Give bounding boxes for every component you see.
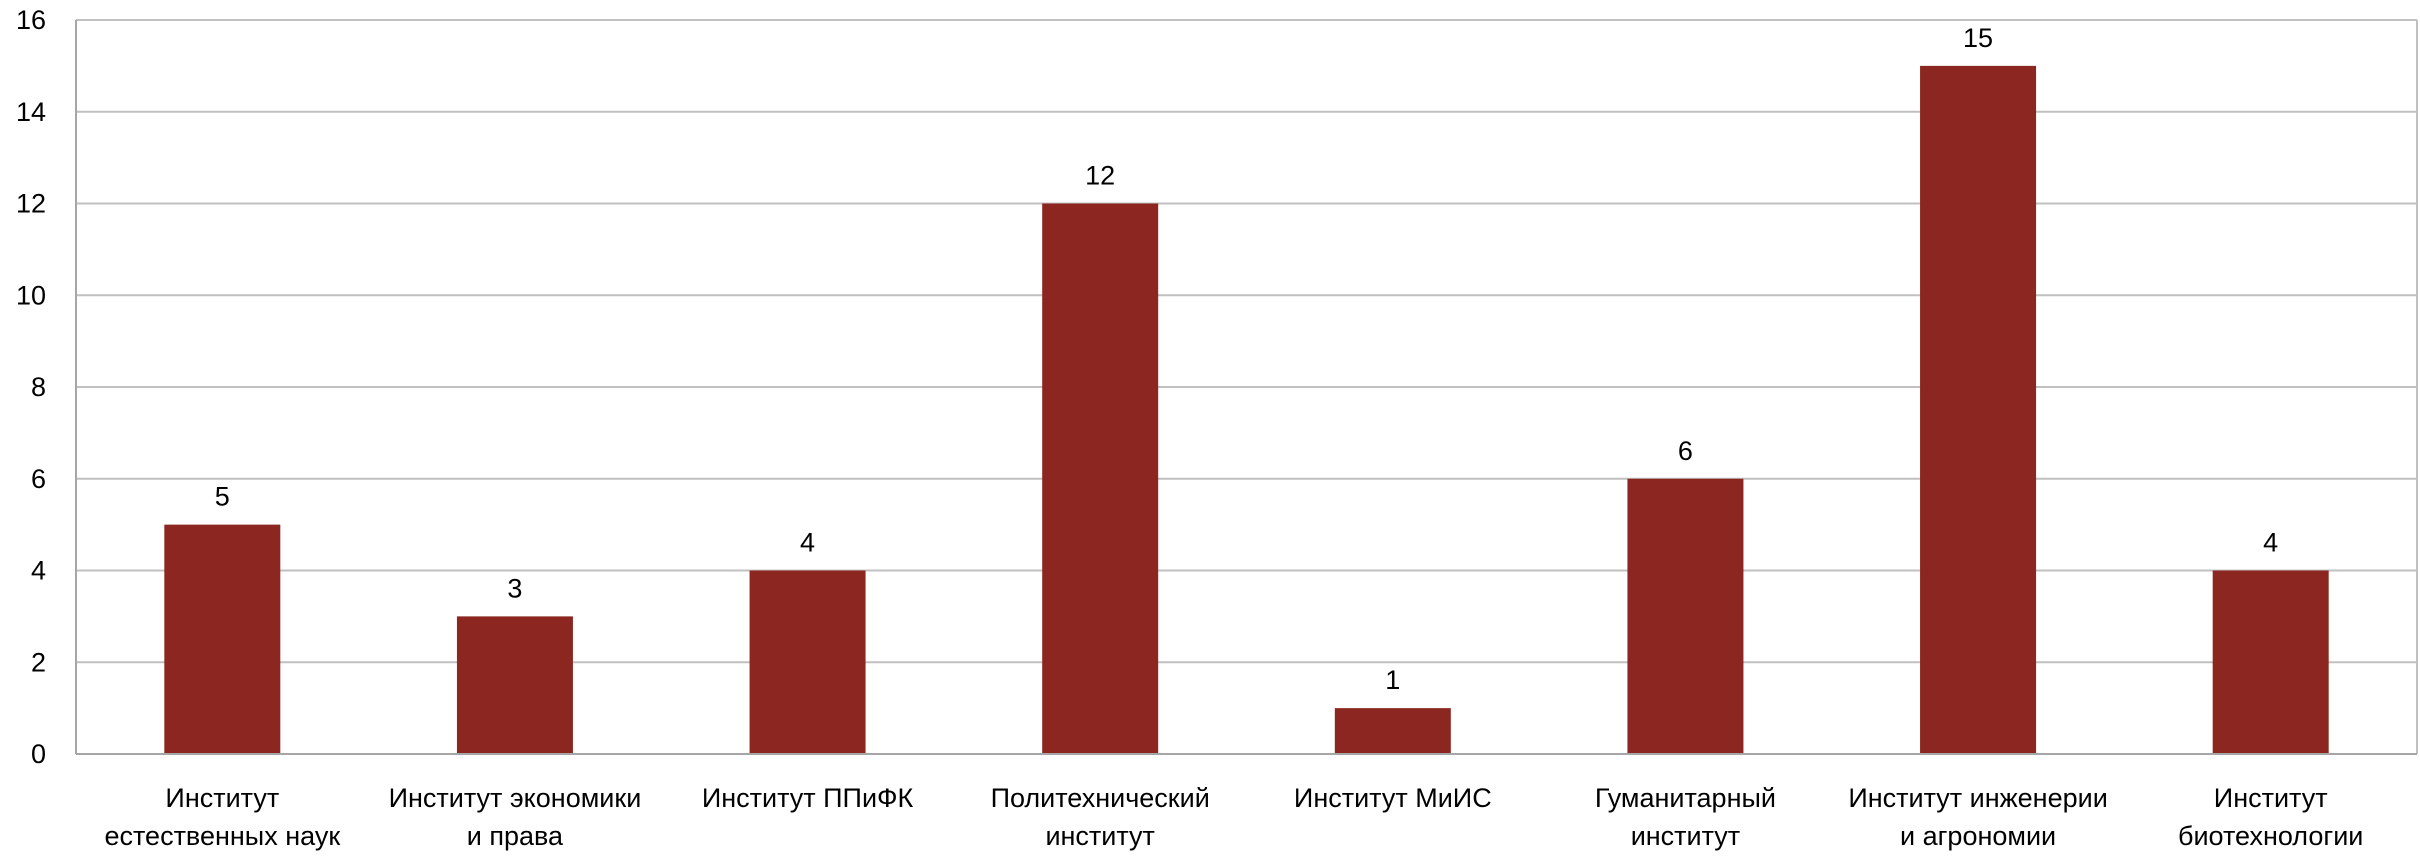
category-label-line: Институт инженерии	[1848, 783, 2107, 813]
category-label-line: Институт ППиФК	[702, 783, 914, 813]
category-label-line: и права	[467, 821, 564, 851]
data-label-1: 5	[215, 482, 230, 512]
category-label-line: институт	[1045, 821, 1154, 851]
y-tick-labels: 0 2 4 6 8 10 12 14 16	[16, 5, 46, 769]
data-labels: 5 3 4 12 1 6 15 4	[215, 23, 2278, 695]
y-tick-label: 16	[16, 5, 46, 35]
y-tick-label: 12	[16, 189, 46, 219]
category-label-6: Гуманитарный институт	[1595, 783, 1776, 851]
bar-1	[164, 524, 281, 754]
data-label-3: 4	[800, 528, 815, 558]
category-labels: Институт естественных наук Институт эконом…	[104, 783, 2363, 851]
category-label-line: Гуманитарный	[1595, 783, 1776, 813]
y-tick-label: 14	[16, 97, 46, 127]
data-label-4: 12	[1085, 161, 1115, 191]
category-label-4: Политехнический институт	[991, 783, 1210, 851]
category-label-line: и агрономии	[1900, 821, 2056, 851]
data-label-6: 6	[1678, 436, 1693, 466]
category-label-line: Институт	[165, 783, 279, 813]
grid-lines	[76, 19, 2417, 664]
category-label-line: Институт экономики	[389, 783, 642, 813]
data-label-2: 3	[507, 573, 522, 603]
category-label-2: Институт экономики и права	[389, 783, 642, 851]
bars	[164, 65, 2329, 754]
y-tick-label: 10	[16, 280, 46, 310]
category-label-5: Институт МиИС	[1294, 783, 1492, 813]
category-label-3: Институт ППиФК	[702, 783, 914, 813]
data-label-8: 4	[2263, 528, 2278, 558]
y-tick-label: 8	[31, 372, 46, 402]
bar-6	[1627, 478, 1744, 754]
category-label-8: Институт биотехнологии	[2178, 783, 2363, 851]
axes	[75, 20, 2418, 755]
bar-3	[749, 570, 866, 754]
category-label-line: биотехнологии	[2178, 821, 2363, 851]
category-label-line: Институт МиИС	[1294, 783, 1492, 813]
bar-7	[1920, 65, 2037, 754]
category-label-line: Политехнический	[991, 783, 1210, 813]
data-label-7: 15	[1963, 23, 1993, 53]
category-label-line: Институт	[2214, 783, 2328, 813]
y-tick-label: 4	[31, 556, 46, 586]
data-label-5: 1	[1385, 665, 1400, 695]
bar-2	[456, 616, 573, 754]
y-tick-label: 2	[31, 647, 46, 677]
category-label-line: институт	[1631, 821, 1740, 851]
category-label-line: естественных наук	[104, 821, 340, 851]
category-label-1: Институт естественных наук	[104, 783, 340, 851]
bar-5	[1334, 708, 1451, 754]
category-label-7: Институт инженерии и агрономии	[1848, 783, 2107, 851]
y-tick-label: 6	[31, 464, 46, 494]
y-tick-label: 0	[31, 739, 46, 769]
bar-8	[2212, 570, 2329, 754]
bar-4	[1042, 203, 1159, 754]
